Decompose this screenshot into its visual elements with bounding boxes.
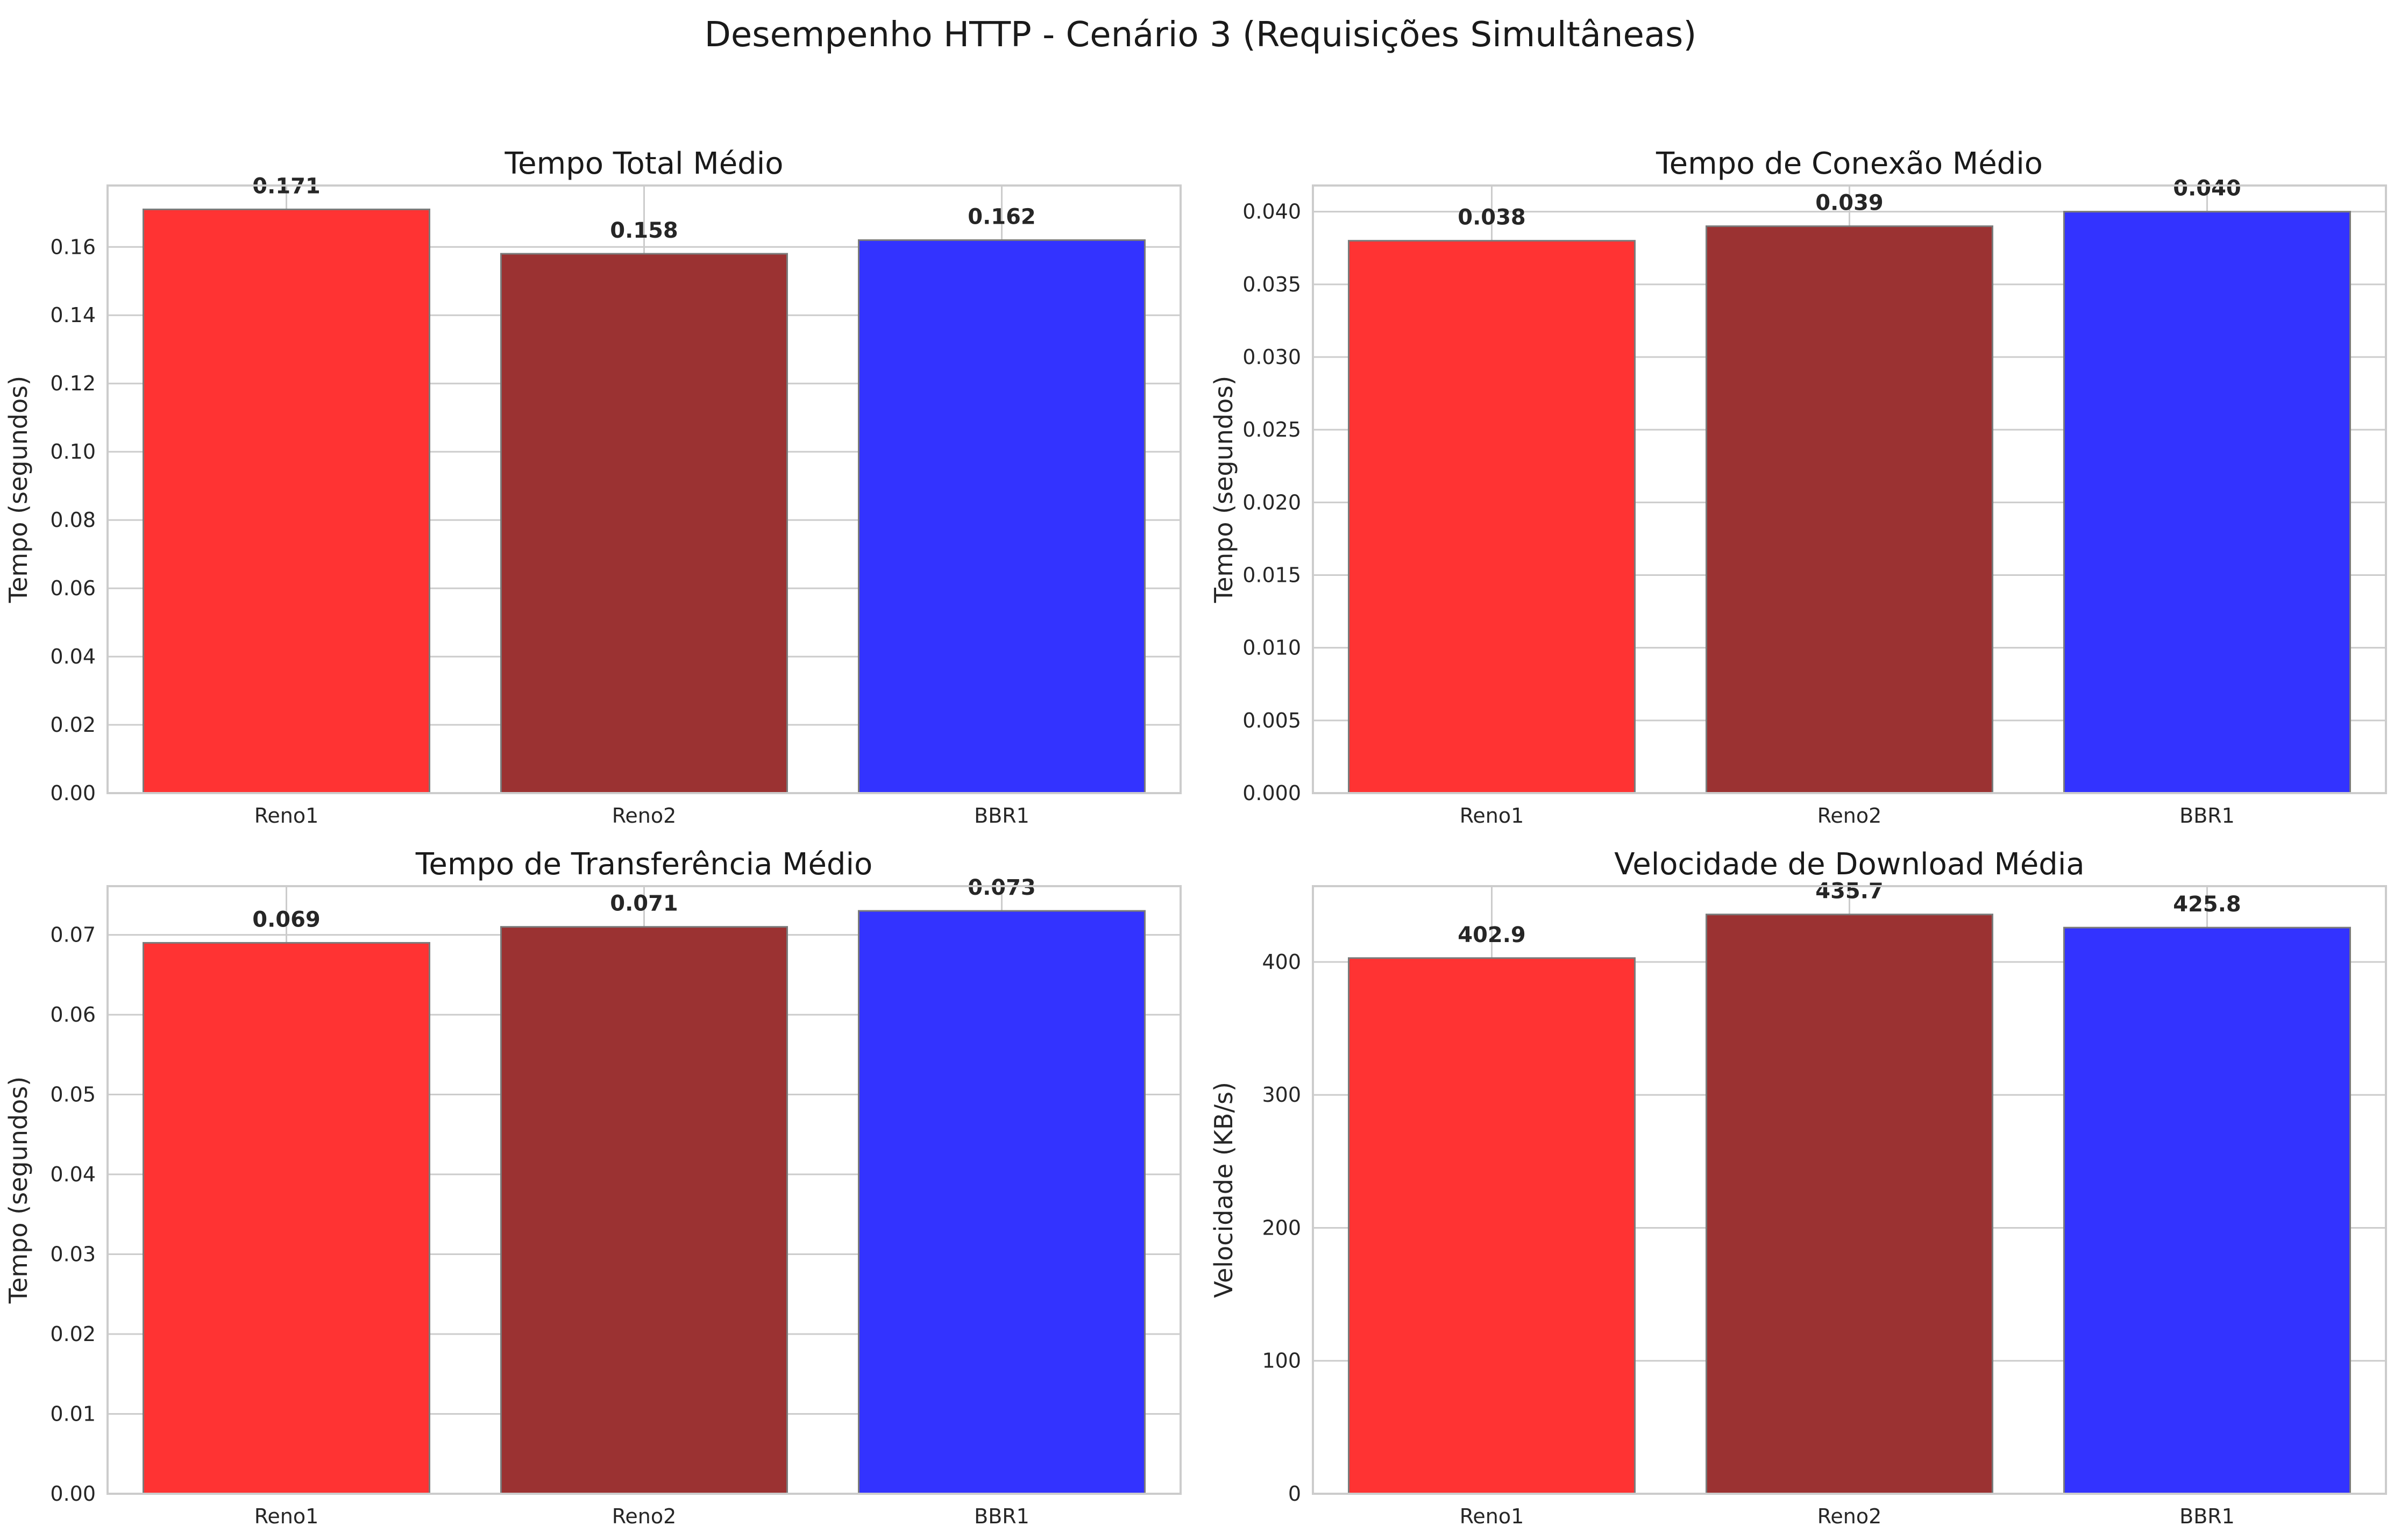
y-axis-label: Tempo (segundos) — [4, 1076, 33, 1304]
chart-panel-tempo-total: 0.000.020.040.060.080.100.120.140.160.17… — [4, 146, 1182, 828]
y-tick-label: 0.000 — [1242, 781, 1301, 805]
y-tick-label: 0.08 — [50, 508, 96, 532]
y-tick-label: 0.00 — [50, 781, 96, 805]
bar-bbr1 — [2063, 926, 2351, 1495]
bar-bbr1 — [858, 239, 1146, 794]
bar-reno1 — [1348, 240, 1636, 794]
y-tick-label: 0.04 — [50, 645, 96, 668]
x-tick-label: Reno2 — [1817, 804, 1882, 828]
y-axis-label: Velocidade (KB/s) — [1209, 1082, 1238, 1298]
x-tick-label: Reno2 — [612, 804, 677, 828]
axes-frame — [1312, 184, 2387, 794]
chart-title: Tempo de Conexão Médio — [1656, 146, 2043, 181]
bar-reno2 — [1706, 914, 1993, 1495]
y-tick-label: 0.025 — [1242, 418, 1301, 441]
y-tick-label: 0.14 — [50, 303, 96, 327]
bar-reno1 — [1348, 957, 1636, 1495]
bar-value-label: 425.8 — [2173, 892, 2241, 917]
bar-value-label: 402.9 — [1458, 923, 1526, 947]
y-tick-label: 0.005 — [1242, 709, 1301, 732]
chart-title: Tempo de Transferência Médio — [415, 847, 873, 882]
chart-panel-tempo-transferencia: 0.00 0.01 0.02 0.03 0.04 0.05 0.06 0.07 0.069 Ren… — [4, 847, 1182, 1528]
axes-frame — [106, 184, 1182, 794]
chart-panel-tempo-conexao: 0.000 0.005 0.010 0.015 0.020 0.025 0.030 0.035… — [1209, 146, 2387, 828]
x-tick-label: Reno2 — [1817, 1505, 1882, 1528]
y-tick-label: 0.06 — [50, 576, 96, 600]
y-tick-label: 200 — [1262, 1216, 1301, 1239]
bar-value-label: 0.040 — [2173, 176, 2241, 201]
x-tick-label: Reno1 — [1460, 1505, 1524, 1528]
y-tick-label: 100 — [1262, 1349, 1301, 1373]
bar-value-label: 0.039 — [1815, 191, 1884, 216]
bar-reno1 — [143, 208, 430, 794]
bar-reno1 — [143, 942, 430, 1495]
axes-frame — [106, 885, 1182, 1495]
bar-value-label: 0.069 — [252, 907, 321, 932]
chart-title: Velocidade de Download Média — [1614, 847, 2084, 882]
bar-bbr1 — [2063, 211, 2351, 794]
y-tick-label: 0.02 — [50, 1322, 96, 1346]
y-tick-label: 0.03 — [50, 1243, 96, 1266]
y-tick-label: 0.06 — [50, 1003, 96, 1026]
y-tick-label: 0.035 — [1242, 273, 1301, 296]
y-tick-label: 0.05 — [50, 1083, 96, 1107]
y-tick-label: 0.04 — [50, 1163, 96, 1186]
x-tick-label: BBR1 — [974, 804, 1029, 828]
bar-reno2 — [500, 926, 788, 1495]
axes-frame — [1312, 885, 2387, 1495]
chart-panel-velocidade-download: 0 100 200 300 400 402.9 Reno1 435.7 Reno2 425.8 BB… — [1209, 847, 2387, 1528]
x-tick-label: BBR1 — [2179, 804, 2235, 828]
bar-value-label: 0.038 — [1458, 205, 1526, 230]
x-tick-label: Reno1 — [254, 804, 319, 828]
y-tick-label: 0.015 — [1242, 563, 1301, 587]
y-tick-label: 0.010 — [1242, 636, 1301, 660]
y-tick-label: 0.01 — [50, 1402, 96, 1426]
bar-value-label: 435.7 — [1815, 879, 1884, 904]
bar-reno2 — [500, 253, 788, 794]
y-tick-label: 0 — [1288, 1482, 1301, 1506]
x-tick-label: Reno1 — [254, 1505, 319, 1528]
y-tick-label: 0.030 — [1242, 345, 1301, 369]
x-tick-label: Reno1 — [1460, 804, 1524, 828]
x-tick-label: BBR1 — [974, 1505, 1029, 1528]
figure-title: Desempenho HTTP - Cenário 3 (Requisições… — [704, 15, 1697, 55]
y-axis-label: Tempo (segundos) — [1209, 376, 1238, 603]
y-tick-label: 0.12 — [50, 372, 96, 395]
chart-title: Tempo Total Médio — [504, 146, 783, 181]
y-tick-label: 0.020 — [1242, 490, 1301, 514]
y-axis-label: Tempo (segundos) — [4, 376, 33, 603]
y-tick-label: 0.07 — [50, 923, 96, 947]
y-tick-label: 400 — [1262, 950, 1301, 974]
y-tick-label: 300 — [1262, 1083, 1301, 1107]
bar-bbr1 — [858, 910, 1146, 1495]
x-tick-label: Reno2 — [612, 1505, 677, 1528]
bar-value-label: 0.073 — [968, 875, 1036, 900]
y-tick-label: 0.040 — [1242, 200, 1301, 224]
y-tick-label: 0.16 — [50, 235, 96, 259]
bar-value-label: 0.158 — [610, 218, 678, 243]
y-tick-label: 0.00 — [50, 1482, 96, 1506]
y-tick-label: 0.02 — [50, 713, 96, 737]
bar-value-label: 0.071 — [610, 892, 678, 916]
x-tick-label: BBR1 — [2179, 1505, 2235, 1528]
y-tick-label: 0.10 — [50, 440, 96, 464]
bar-value-label: 0.162 — [968, 205, 1036, 230]
bar-reno2 — [1706, 225, 1993, 794]
